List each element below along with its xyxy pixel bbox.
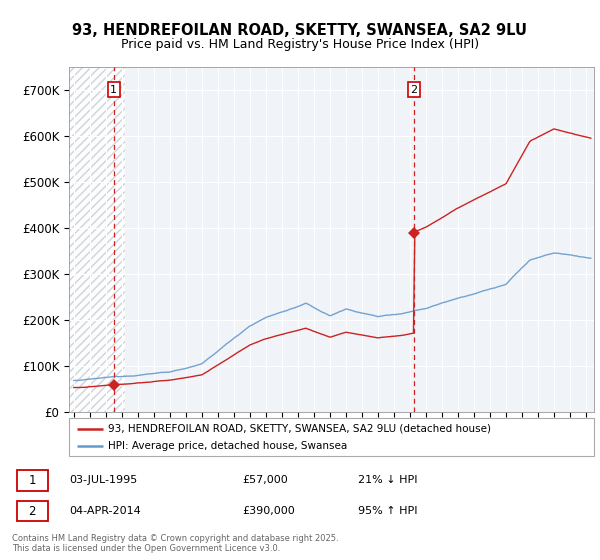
Text: 1: 1 bbox=[110, 85, 118, 95]
Text: 95% ↑ HPI: 95% ↑ HPI bbox=[358, 506, 417, 516]
Text: 93, HENDREFOILAN ROAD, SKETTY, SWANSEA, SA2 9LU: 93, HENDREFOILAN ROAD, SKETTY, SWANSEA, … bbox=[73, 24, 527, 38]
Text: Contains HM Land Registry data © Crown copyright and database right 2025.
This d: Contains HM Land Registry data © Crown c… bbox=[12, 534, 338, 553]
Text: Price paid vs. HM Land Registry's House Price Index (HPI): Price paid vs. HM Land Registry's House … bbox=[121, 38, 479, 52]
Text: 1: 1 bbox=[28, 474, 36, 487]
Text: £57,000: £57,000 bbox=[242, 475, 288, 486]
Text: 21% ↓ HPI: 21% ↓ HPI bbox=[358, 475, 417, 486]
Text: 2: 2 bbox=[28, 505, 36, 517]
Text: £390,000: £390,000 bbox=[242, 506, 295, 516]
Bar bbox=[17, 501, 48, 521]
Text: 2: 2 bbox=[410, 85, 418, 95]
Text: 93, HENDREFOILAN ROAD, SKETTY, SWANSEA, SA2 9LU (detached house): 93, HENDREFOILAN ROAD, SKETTY, SWANSEA, … bbox=[109, 423, 491, 433]
Text: HPI: Average price, detached house, Swansea: HPI: Average price, detached house, Swan… bbox=[109, 441, 347, 451]
Bar bbox=[17, 470, 48, 491]
Text: 03-JUL-1995: 03-JUL-1995 bbox=[70, 475, 138, 486]
Text: 04-APR-2014: 04-APR-2014 bbox=[70, 506, 142, 516]
